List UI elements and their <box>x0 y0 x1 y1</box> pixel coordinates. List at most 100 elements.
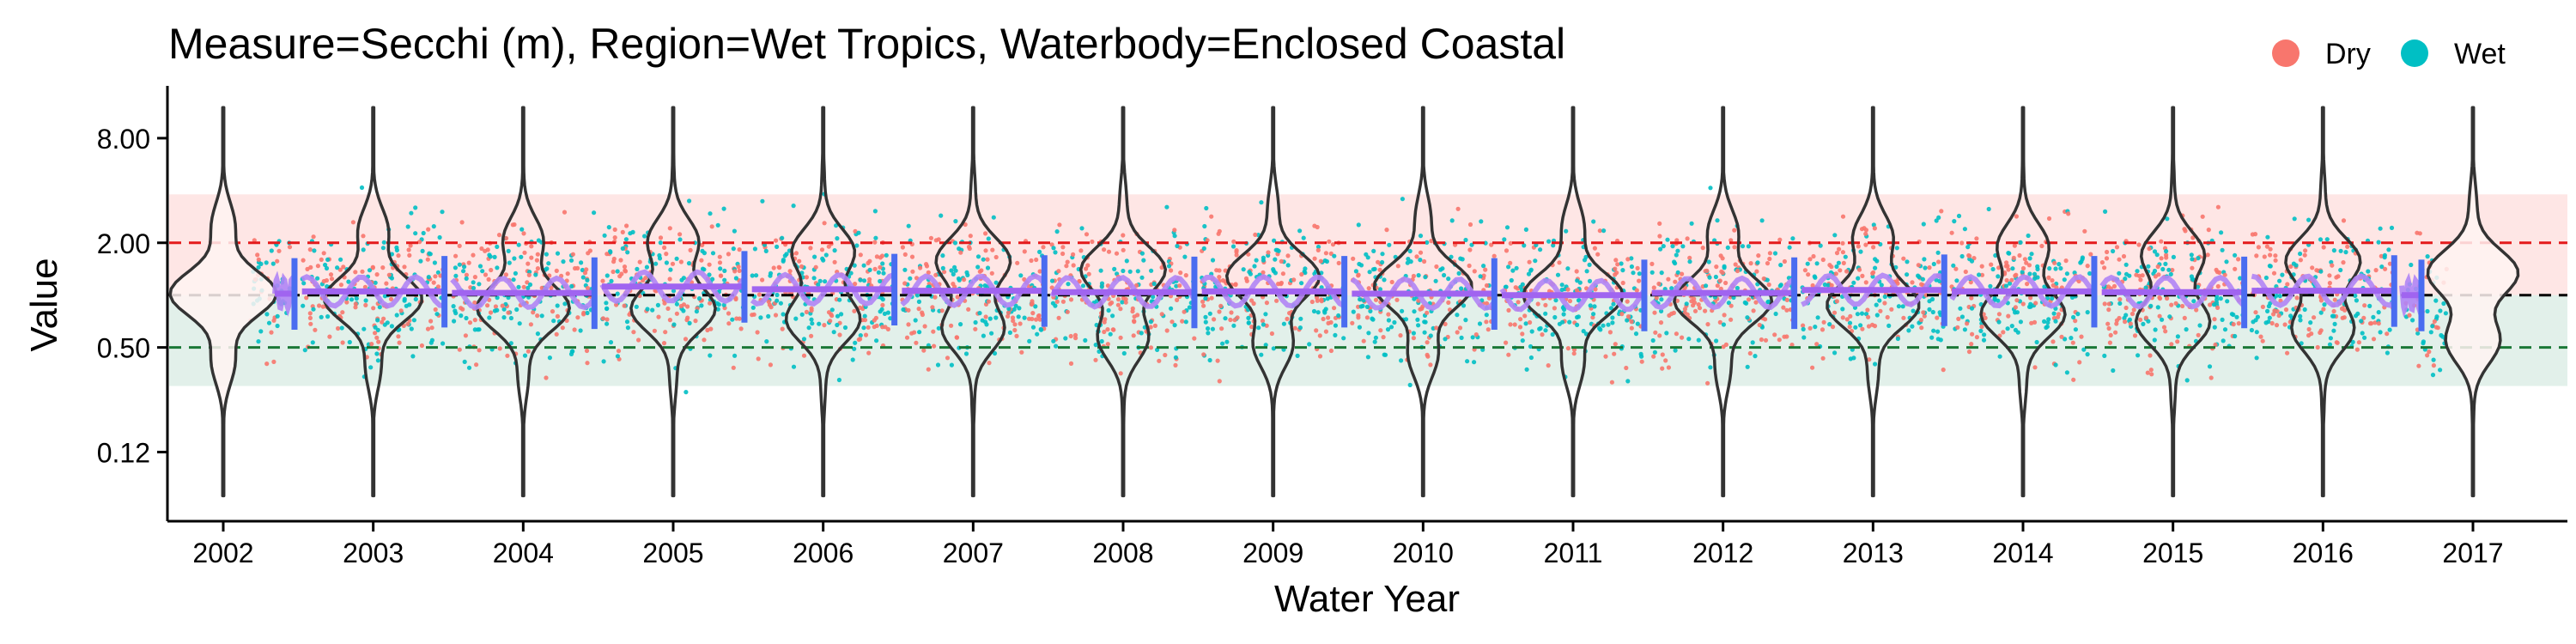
data-point <box>2359 319 2364 324</box>
data-point <box>375 318 380 323</box>
data-point <box>1607 330 1613 335</box>
data-point <box>1707 275 1712 280</box>
data-point <box>2373 268 2379 273</box>
data-point <box>1889 307 1894 312</box>
data-point <box>373 331 378 336</box>
data-point <box>1807 257 1813 262</box>
data-point <box>529 244 534 249</box>
data-point <box>1620 268 1625 273</box>
data-point <box>1508 260 1513 265</box>
data-point <box>1094 299 1099 304</box>
data-point <box>1833 271 1838 276</box>
data-point <box>1635 321 1640 326</box>
data-point <box>426 275 431 280</box>
data-point <box>1256 325 1261 331</box>
data-point <box>822 221 827 226</box>
data-point <box>1742 300 1747 305</box>
data-point <box>1467 263 1472 269</box>
data-point <box>2236 321 2241 326</box>
data-point <box>658 235 664 240</box>
data-point <box>275 313 280 319</box>
data-point <box>1664 331 1669 336</box>
x-tick-label: 2002 <box>192 538 253 568</box>
data-point <box>1187 305 1192 310</box>
data-point <box>1651 285 1656 290</box>
data-point <box>457 243 462 248</box>
data-point <box>1472 269 1477 274</box>
data-point <box>605 273 610 278</box>
data-point <box>1005 310 1012 315</box>
data-point <box>301 258 306 263</box>
data-point <box>663 330 668 335</box>
data-point <box>1372 339 1377 344</box>
data-point <box>1422 258 1427 264</box>
data-point <box>1513 285 1518 290</box>
data-point <box>2271 270 2277 276</box>
data-point <box>420 248 425 253</box>
data-point <box>1060 245 1066 250</box>
violin-2002 <box>168 106 278 498</box>
data-point <box>1551 243 1556 248</box>
data-point <box>1356 273 1361 278</box>
data-point <box>1315 247 1321 252</box>
data-point <box>801 353 807 358</box>
data-point <box>453 273 459 278</box>
data-point <box>602 233 607 238</box>
data-point <box>2189 274 2194 279</box>
data-point <box>2001 330 2006 335</box>
data-point <box>2014 214 2019 219</box>
data-point <box>2265 308 2270 313</box>
data-point <box>572 327 577 332</box>
data-point <box>699 303 704 308</box>
data-point <box>2184 378 2190 383</box>
x-tick-label: 2015 <box>2142 538 2203 568</box>
data-point <box>1246 315 1251 320</box>
data-point <box>1384 228 1389 233</box>
trend-wiggle <box>1499 277 1647 313</box>
data-point <box>2039 243 2044 249</box>
data-point <box>1700 246 1705 251</box>
data-point <box>758 315 763 320</box>
data-point <box>1761 276 1766 282</box>
data-point <box>1524 367 1529 372</box>
data-point <box>949 268 954 273</box>
data-point <box>485 247 490 252</box>
data-point <box>671 289 677 294</box>
data-point <box>901 307 906 313</box>
data-point <box>708 301 713 306</box>
data-point <box>1967 253 1972 258</box>
data-point <box>2157 313 2162 319</box>
data-point <box>609 278 614 283</box>
data-point <box>831 330 836 335</box>
data-point <box>820 256 825 261</box>
data-point <box>2430 373 2436 378</box>
data-point <box>933 238 939 243</box>
data-point <box>1516 300 1521 305</box>
data-point <box>1927 265 1932 270</box>
data-point <box>1832 350 1838 355</box>
data-point <box>1559 287 1564 293</box>
data-point <box>1455 206 1461 211</box>
data-point <box>811 276 817 281</box>
data-point <box>340 310 345 315</box>
data-point <box>1905 259 1910 264</box>
data-point <box>1361 338 1366 343</box>
data-point <box>2066 211 2071 216</box>
data-point <box>1121 268 1126 274</box>
data-point <box>1285 316 1290 321</box>
data-point <box>939 308 945 313</box>
data-point <box>620 246 625 251</box>
data-point <box>2385 350 2390 355</box>
data-point <box>2314 268 2319 273</box>
data-point <box>2034 339 2039 345</box>
data-point <box>2274 323 2280 328</box>
data-point <box>1054 229 1060 234</box>
data-point <box>2007 251 2012 256</box>
data-point <box>2332 297 2337 302</box>
data-point <box>1307 342 1312 347</box>
data-point <box>839 312 844 317</box>
data-point <box>349 297 355 302</box>
data-point <box>623 268 628 273</box>
data-point <box>2205 252 2210 258</box>
data-point <box>2354 347 2360 352</box>
